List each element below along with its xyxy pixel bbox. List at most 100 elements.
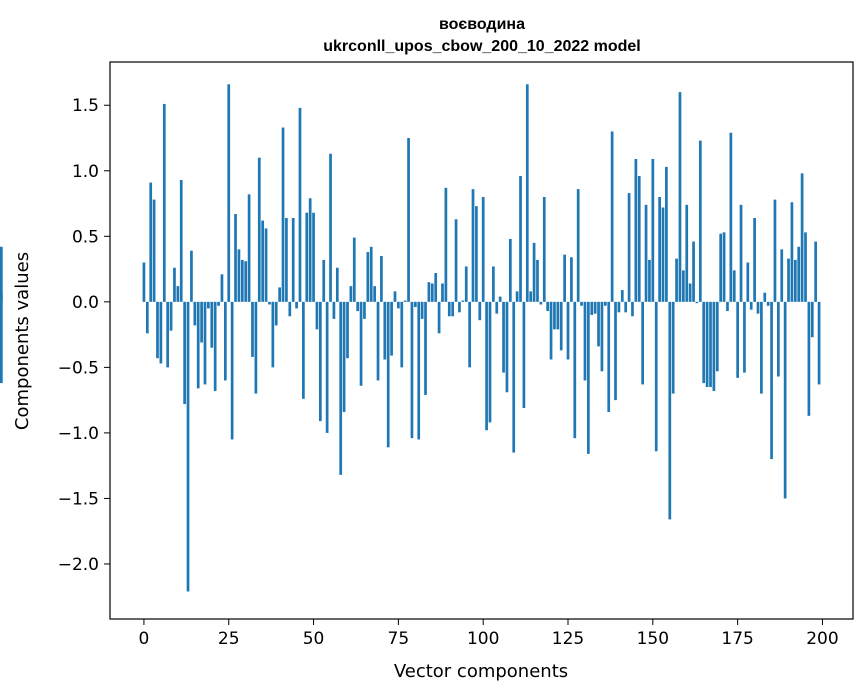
bars-group xyxy=(0,84,821,592)
bar-30 xyxy=(244,261,248,302)
bar-6 xyxy=(162,103,166,302)
bar-152 xyxy=(658,196,661,302)
bar-104 xyxy=(495,301,499,314)
bar-161 xyxy=(688,283,692,302)
bar-44 xyxy=(291,217,295,302)
bar-88 xyxy=(441,283,444,302)
bar-95 xyxy=(464,266,468,302)
bar-148 xyxy=(644,204,648,302)
bar-69 xyxy=(376,301,380,381)
bar-31 xyxy=(247,194,251,302)
bar-25 xyxy=(227,84,231,302)
bar-146 xyxy=(637,176,641,302)
bar-112 xyxy=(522,301,526,408)
bar-83 xyxy=(424,301,427,395)
bar-45 xyxy=(295,301,298,309)
y-tick-label: 0.5 xyxy=(72,227,99,247)
x-axis-ticks: 0 25 50 75 100 125 150 175 200 xyxy=(139,619,839,649)
bar-97 xyxy=(471,189,475,302)
bar-173 xyxy=(729,132,733,302)
bar-114 xyxy=(529,291,533,302)
bar-12 xyxy=(183,301,186,405)
bar-82 xyxy=(420,301,424,319)
bar-26 xyxy=(230,301,234,440)
bar-109 xyxy=(512,301,516,453)
bar-14 xyxy=(190,250,193,302)
bar-99 xyxy=(478,301,482,321)
bar-136 xyxy=(603,301,607,306)
bar-5 xyxy=(159,301,163,364)
bar-124 xyxy=(563,254,566,302)
bar-71 xyxy=(383,301,387,360)
bar-75 xyxy=(397,301,400,309)
bar-126 xyxy=(570,257,573,302)
y-axis-ticks: −2.0 −1.5 −1.0 −0.5 0.0 0.5 1.0 1.5 xyxy=(58,96,110,575)
bar-8 xyxy=(169,301,173,331)
bar-47 xyxy=(302,301,305,399)
bar-2 xyxy=(149,182,153,302)
x-tick-label: 175 xyxy=(721,629,753,649)
bar-1 xyxy=(145,301,149,334)
y-axis-label: Components values xyxy=(12,252,33,430)
x-tick-label: 25 xyxy=(218,629,240,649)
bar-49 xyxy=(308,198,312,302)
bar-9 xyxy=(173,267,176,302)
bar-103 xyxy=(492,266,495,302)
bar-4 xyxy=(156,301,159,359)
bar-28 xyxy=(237,249,241,302)
bar-184 xyxy=(766,301,770,306)
bar-189 xyxy=(783,301,787,499)
bar-15 xyxy=(193,301,197,326)
bar-199 xyxy=(817,301,821,385)
bar-0 xyxy=(142,262,146,302)
bar-190 xyxy=(787,258,790,302)
bar-113 xyxy=(525,84,529,302)
bar-122 xyxy=(556,301,560,330)
bar-195 xyxy=(804,232,807,302)
x-tick-label: 75 xyxy=(388,629,410,649)
bar-170 xyxy=(719,233,723,302)
bar-38 xyxy=(271,301,275,368)
bar-123 xyxy=(559,301,563,351)
bar-55 xyxy=(329,153,332,302)
bar-39 xyxy=(274,301,278,326)
bar-76 xyxy=(400,301,404,368)
bar-29 xyxy=(240,259,244,302)
y-tick-label: −2.0 xyxy=(58,555,99,575)
bar-100 xyxy=(481,196,485,302)
bar-93 xyxy=(458,301,461,313)
bar-24 xyxy=(223,301,227,381)
bar-110 xyxy=(515,291,519,302)
bar-52 xyxy=(318,301,322,422)
bar-108 xyxy=(508,238,512,302)
bar-144 xyxy=(631,301,634,317)
bar-23 xyxy=(220,274,224,302)
y-tick-label: 1.5 xyxy=(72,96,99,116)
bar-200 xyxy=(0,301,3,384)
bar-96 xyxy=(468,301,471,368)
bar-89 xyxy=(444,187,448,302)
bar-74 xyxy=(393,291,397,302)
bar-188 xyxy=(780,249,784,302)
x-tick-label: 50 xyxy=(303,629,325,649)
bar-3 xyxy=(152,199,156,302)
bar-193 xyxy=(797,246,801,302)
bar-66 xyxy=(366,252,370,302)
bar-62 xyxy=(352,237,356,302)
bar-165 xyxy=(702,301,706,384)
bar-101 xyxy=(485,301,488,431)
bar-150 xyxy=(651,158,655,302)
bar-17 xyxy=(200,301,203,343)
bar-107 xyxy=(505,301,509,393)
x-tick-label: 150 xyxy=(637,629,669,649)
bar-27 xyxy=(234,214,237,302)
bar-139 xyxy=(614,301,617,401)
bar-131 xyxy=(587,301,590,454)
bar-202 xyxy=(0,246,3,302)
bar-86 xyxy=(434,273,438,302)
bar-119 xyxy=(546,301,550,312)
bar-80 xyxy=(413,301,417,308)
bar-106 xyxy=(502,301,505,373)
chart-title: воєводина xyxy=(439,16,525,33)
bar-145 xyxy=(634,158,638,302)
